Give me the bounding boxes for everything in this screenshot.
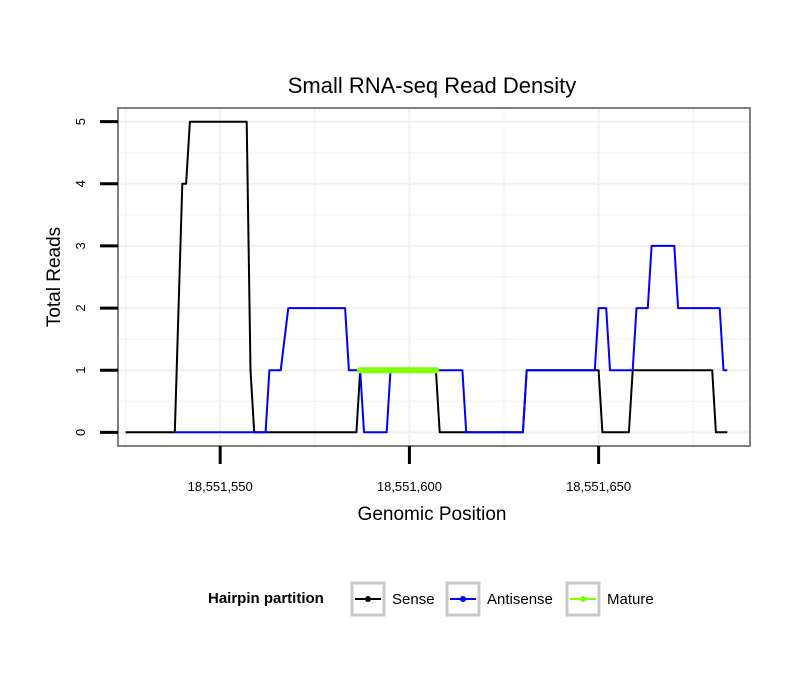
legend-item-sense: Sense <box>350 581 435 617</box>
series-layer <box>125 120 728 434</box>
y-axis-title: Total Reads <box>44 227 65 327</box>
legend-item-antisense: Antisense <box>445 581 553 617</box>
panel-border <box>117 107 751 447</box>
y-tick-label: 4 <box>73 180 88 187</box>
y-tick-label: 3 <box>73 242 88 249</box>
y-tick-label: 2 <box>73 304 88 311</box>
data-point-mature <box>432 366 440 374</box>
y-tick-label: 1 <box>73 367 88 374</box>
series-antisense <box>174 244 728 434</box>
legend: Hairpin partition Sense Antisense Mature <box>208 581 654 617</box>
legend-item-mature: Mature <box>565 581 654 617</box>
legend-label-sense: Sense <box>392 591 435 608</box>
y-axis: 0 1 2 3 4 5 <box>73 118 118 436</box>
x-axis: 18,551,550 18,551,600 18,551,650 <box>188 446 631 494</box>
legend-label-mature: Mature <box>607 591 654 608</box>
series-line-antisense <box>174 244 728 434</box>
y-tick-label: 0 <box>73 429 88 436</box>
y-tick-label: 5 <box>73 118 88 125</box>
chart-title: Small RNA-seq Read Density <box>288 73 577 98</box>
x-tick-label: 18,551,550 <box>188 479 253 494</box>
legend-key-point-mature <box>580 596 586 602</box>
legend-key-point-sense <box>365 596 371 602</box>
legend-title: Hairpin partition <box>208 590 324 607</box>
legend-key-point-antisense <box>460 596 466 602</box>
x-axis-title: Genomic Position <box>358 504 507 525</box>
x-tick-label: 18,551,650 <box>566 479 631 494</box>
legend-label-antisense: Antisense <box>487 591 553 608</box>
series-mature <box>357 366 440 374</box>
x-tick-label: 18,551,600 <box>377 479 442 494</box>
